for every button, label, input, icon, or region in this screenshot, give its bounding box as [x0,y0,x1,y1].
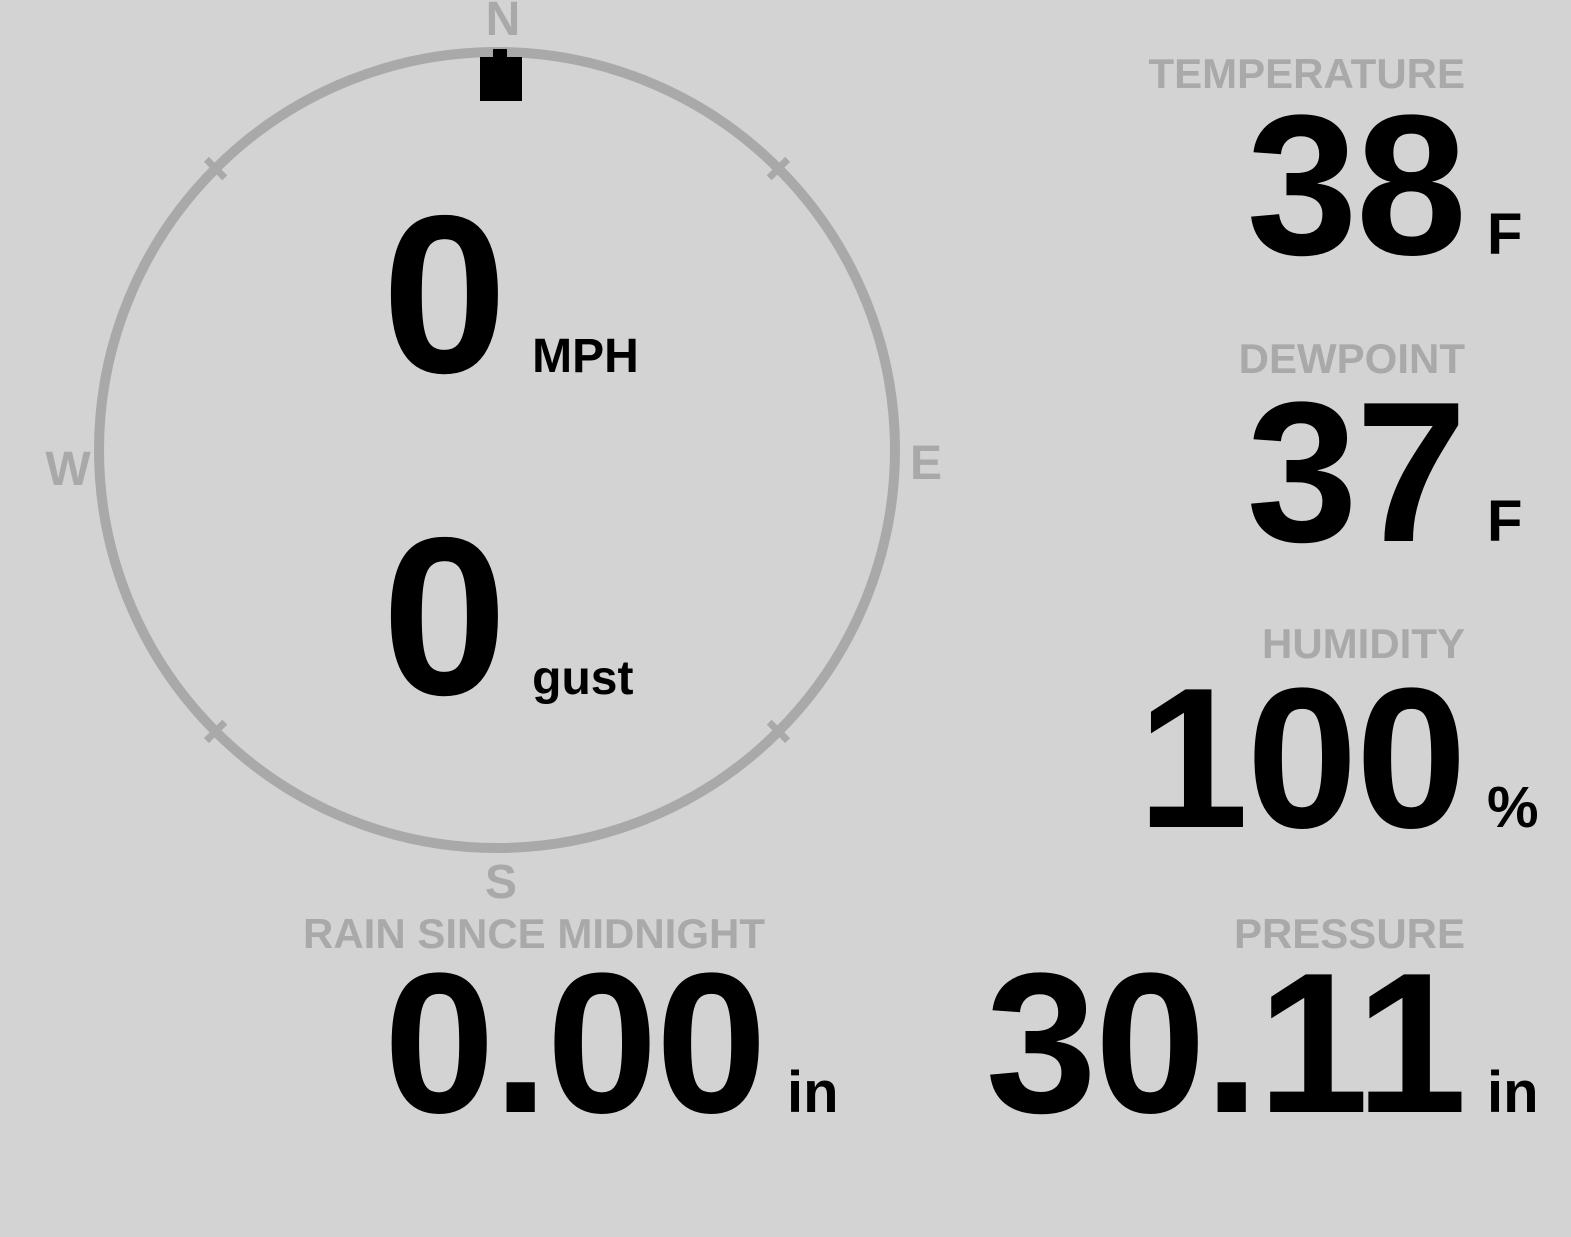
rain-since-midnight-label: RAIN SINCE MIDNIGHT [303,910,765,957]
wind-gust-unit: gust [532,652,634,705]
temperature-value: 38 [1246,74,1467,297]
compass-tick-se [766,719,791,744]
pressure-label: PRESSURE [1233,910,1465,957]
pressure-readout: 30.11 in [925,944,1545,1144]
dewpoint-value: 37 [1246,361,1467,584]
temperature-label: TEMPERATURE [1148,50,1465,97]
humidity-label: HUMIDITY [1262,620,1465,667]
humidity-unit: % [1487,775,1539,840]
compass-tick-ne [766,156,791,181]
temperature-unit: F [1487,202,1523,267]
wind-speed-value: 0 [382,168,508,420]
pressure-value: 30.11 [985,932,1467,1155]
pressure-unit: in [1487,1060,1539,1125]
compass-label-east: E [909,437,942,490]
dewpoint-readout: 37 F [1025,373,1545,573]
compass-label-west: W [45,443,91,496]
wind-gust-value: 0 [382,490,508,742]
compass-label-north: N [485,0,521,46]
humidity-readout: 100 % [1025,659,1545,859]
wind-speed-unit: MPH [532,330,639,383]
temperature-readout: 38 F [1025,86,1545,286]
compass-label-south: S [484,856,517,909]
rain-since-midnight-unit: in [787,1060,839,1125]
compass-tick-sw [203,719,228,744]
dewpoint-label: DEWPOINT [1238,335,1465,382]
rain-since-midnight-readout: 0.00 in [145,944,845,1144]
wind-gust-readout: 0 gust [382,504,633,729]
humidity-value: 100 [1137,647,1467,870]
rain-since-midnight-value: 0.00 [383,932,767,1155]
wind-speed-readout: 0 MPH [382,182,639,407]
wind-compass-gauge [94,47,900,853]
compass-tick-nw [203,156,228,181]
dewpoint-unit: F [1487,489,1523,554]
wind-direction-marker [480,57,522,101]
